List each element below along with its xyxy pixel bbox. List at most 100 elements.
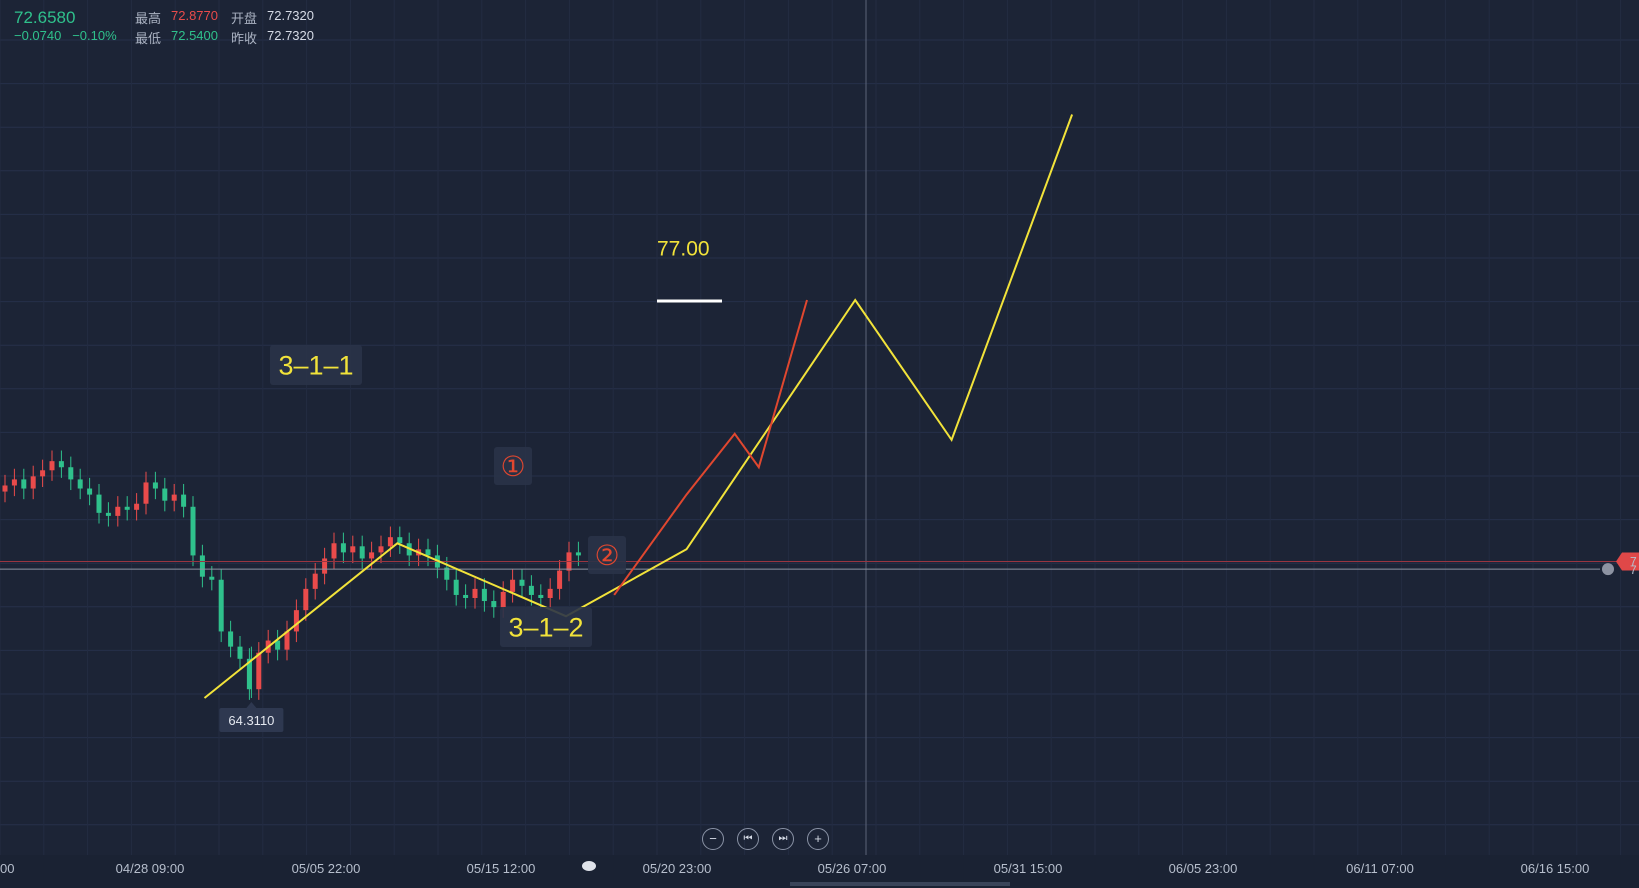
candle xyxy=(181,483,187,518)
price-lines xyxy=(0,552,1639,576)
candle xyxy=(284,620,290,661)
candle xyxy=(96,483,102,524)
x-axis: 00 04/28 09:00 05/05 22:00 05/15 12:00 05/20… xyxy=(0,861,1589,876)
candle xyxy=(237,635,243,670)
candle xyxy=(68,456,74,491)
x-tick-label: 05/20 23:00 xyxy=(643,861,712,876)
annotation-text: 3–1–2 xyxy=(508,613,583,643)
candle xyxy=(162,477,168,512)
x-tick-label: 06/05 23:00 xyxy=(1169,861,1238,876)
change-percent: −0.10% xyxy=(72,28,117,43)
candle xyxy=(491,590,497,618)
candle xyxy=(481,578,487,612)
candle xyxy=(350,535,356,564)
low-value: 72.5400 xyxy=(171,28,218,43)
y-tick-label: 7 xyxy=(1630,555,1637,569)
scroll-thumb xyxy=(790,882,1010,886)
zoom-in-button[interactable]: + xyxy=(807,828,829,850)
high-label: 最高 xyxy=(135,11,162,26)
annotation-text: ② xyxy=(594,540,619,571)
candle xyxy=(519,569,525,597)
candle xyxy=(472,578,478,609)
candle xyxy=(322,547,328,585)
x-tick-label: 06/11 07:00 xyxy=(1346,861,1414,876)
open-value: 72.7320 xyxy=(267,8,314,23)
candle xyxy=(87,477,93,506)
candle xyxy=(228,620,234,658)
price-change: −0.0740 −0.10% xyxy=(14,28,117,43)
candle xyxy=(387,526,393,557)
candle xyxy=(190,496,196,567)
change-value: −0.0740 xyxy=(14,28,62,43)
candle xyxy=(444,556,450,591)
prev-close-value: 72.7320 xyxy=(267,28,314,43)
chart-annotations: 3–1–1 3–1–2 ① ② 77.00 64.3110 xyxy=(219,238,722,732)
candle xyxy=(105,502,111,527)
candle xyxy=(199,544,205,588)
candle xyxy=(256,642,262,700)
annotation-label: ② xyxy=(588,536,626,574)
y-axis-right: 77 xyxy=(1630,555,1637,578)
candle xyxy=(397,526,403,554)
step-forward-button[interactable]: ⏭ xyxy=(772,828,794,850)
candlestick-series xyxy=(2,450,581,700)
annotation-text: 3–1–1 xyxy=(278,351,353,381)
x-tick-label: 05/26 07:00 xyxy=(818,861,887,876)
candle xyxy=(77,468,83,500)
last-price: 72.6580 xyxy=(14,8,76,27)
scroll-handle xyxy=(582,861,596,871)
low-value-tag: 64.3110 xyxy=(219,702,284,732)
candle xyxy=(115,496,121,527)
low-value-text: 64.3110 xyxy=(228,713,274,728)
current-price-tag xyxy=(1616,552,1639,571)
candle xyxy=(312,563,318,600)
candle xyxy=(340,532,346,564)
open-label: 开盘 xyxy=(231,11,258,26)
candle xyxy=(124,496,130,521)
prev-close-label: 昨收 xyxy=(231,31,258,46)
zoom-out-button[interactable]: − xyxy=(702,828,724,850)
x-tick-label: 00 xyxy=(0,861,14,876)
candle xyxy=(575,541,581,567)
x-tick-label: 06/16 15:00 xyxy=(1521,861,1590,876)
y-tick-label: 7 xyxy=(1630,563,1637,577)
annotation-label: 3–1–1 xyxy=(270,345,362,385)
yellow-forecast-path xyxy=(203,114,1074,699)
step-back-button[interactable]: ⏮ xyxy=(737,828,759,850)
forecast-paths xyxy=(203,114,1074,699)
candle xyxy=(171,483,177,512)
candle xyxy=(58,450,64,478)
x-tick-label: 05/31 15:00 xyxy=(994,861,1063,876)
annotation-text: ① xyxy=(500,451,525,482)
candle xyxy=(49,450,55,481)
candle xyxy=(275,629,281,661)
x-tick-label: 04/28 09:00 xyxy=(116,861,185,876)
red-forecast-path xyxy=(613,299,808,596)
x-tick-label: 05/15 12:00 xyxy=(467,861,536,876)
candle xyxy=(246,648,252,700)
high-value: 72.8770 xyxy=(171,8,218,23)
candle xyxy=(40,459,46,488)
annotation-label: 3–1–2 xyxy=(500,607,592,647)
candle xyxy=(2,474,8,503)
candle xyxy=(21,468,27,500)
x-tick-label: 05/05 22:00 xyxy=(292,861,361,876)
candle xyxy=(557,559,563,600)
candle xyxy=(209,566,215,591)
annotation-text: 77.00 xyxy=(657,238,710,261)
candle xyxy=(143,471,149,515)
annotation-label: 77.00 xyxy=(657,238,710,261)
candle xyxy=(359,535,365,570)
candle xyxy=(547,578,553,609)
candle xyxy=(134,493,140,521)
candle xyxy=(510,569,516,603)
low-label: 最低 xyxy=(135,31,162,46)
candle xyxy=(293,599,299,643)
candle xyxy=(378,535,384,564)
candle xyxy=(11,468,17,497)
candle xyxy=(303,578,309,621)
candle xyxy=(463,584,469,609)
